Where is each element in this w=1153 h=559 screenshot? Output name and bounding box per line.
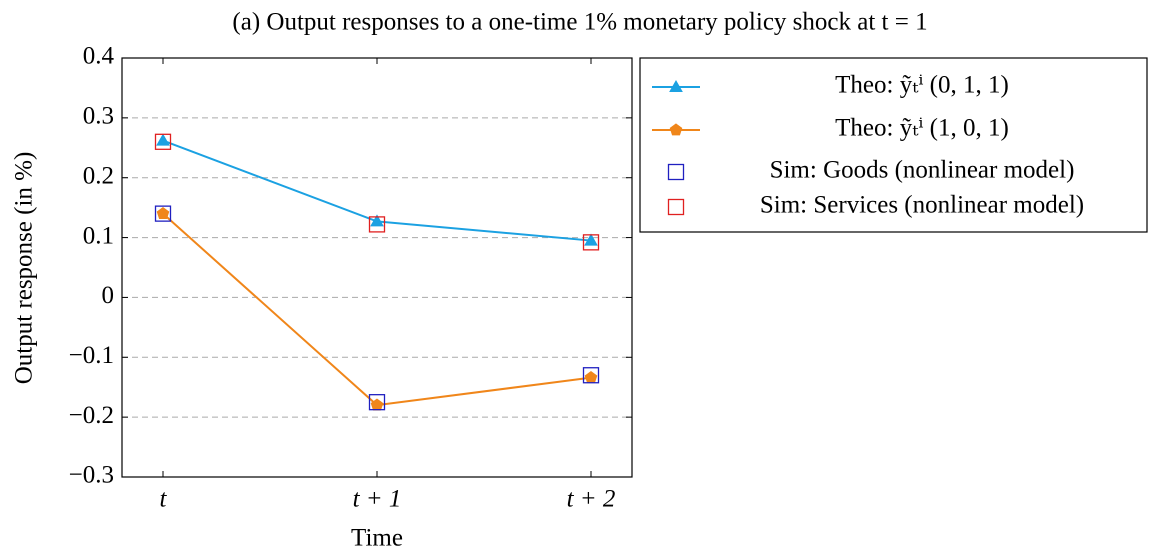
x-axis-label: Time [351, 525, 403, 552]
legend-marker [667, 198, 685, 216]
data-point [154, 133, 172, 150]
data-point [582, 234, 600, 251]
y-tick-label: −0.3 [69, 462, 114, 489]
legend-marker [667, 163, 685, 181]
x-tick-label: t + 2 [567, 486, 616, 513]
x-tick-label: t [160, 486, 168, 513]
data-point [156, 207, 170, 219]
series-line [162, 212, 592, 407]
y-axis-label: Output response (in %) [11, 152, 38, 385]
y-tick-label: 0.4 [83, 43, 115, 70]
data-point [584, 371, 598, 383]
y-tick-label: 0.2 [83, 162, 114, 189]
data-point [582, 367, 600, 384]
y-tick-label: 0 [102, 282, 115, 309]
legend-label: Sim: Services (nonlinear model) [760, 192, 1084, 219]
legend-marker [669, 79, 683, 92]
chart-title: (a) Output responses to a one-time 1% mo… [232, 9, 927, 36]
data-point [370, 214, 384, 227]
data-point [156, 133, 170, 146]
y-tick-label: −0.1 [69, 342, 114, 369]
legend-box [639, 57, 1148, 233]
legend-label: Sim: Goods (nonlinear model) [770, 157, 1075, 184]
y-tick-label: −0.2 [69, 402, 114, 429]
data-point [154, 205, 172, 222]
legend-label: Theo: ỹₜⁱ (1, 0, 1) [835, 115, 1009, 142]
plot-frame [121, 57, 633, 478]
data-point [368, 394, 386, 411]
legend-label: Theo: ỹₜⁱ (0, 1, 1) [835, 72, 1009, 99]
legend-marker [669, 123, 683, 136]
data-point [368, 216, 386, 233]
data-point [584, 233, 598, 246]
y-tick-label: 0.3 [83, 103, 114, 130]
y-tick-label: 0.1 [83, 222, 114, 249]
x-tick-label: t + 1 [353, 486, 402, 513]
